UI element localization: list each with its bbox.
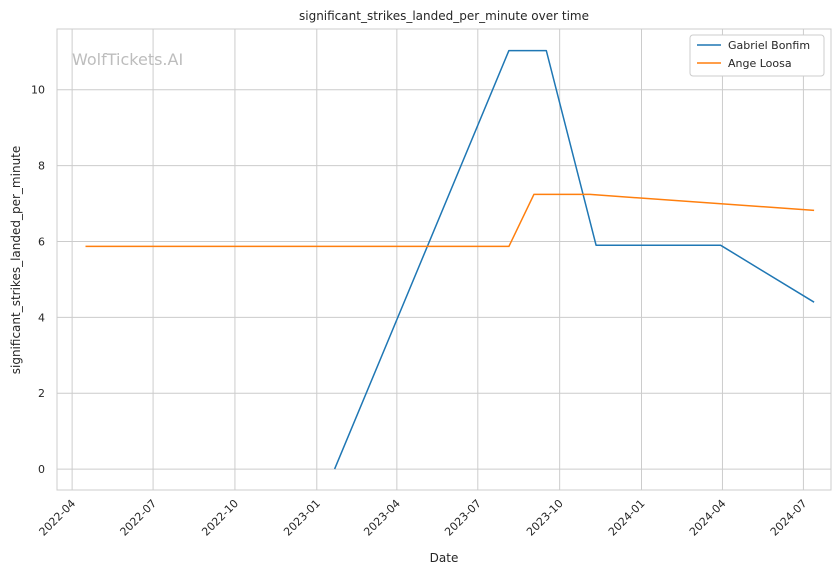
legend-box [689,34,825,77]
grid-lines [57,29,831,490]
x-tick-label: 2023-07 [442,497,484,539]
legend: Gabriel Bonfim Ange Loosa [689,34,825,77]
series-line-gabriel-bonfim [333,49,815,470]
chart-title: significant_strikes_landed_per_minute ov… [299,9,589,23]
x-tick-label: 2024-01 [606,497,648,539]
x-tick-label: 2022-04 [37,497,79,539]
watermark: WolfTickets.AI [72,50,183,69]
x-tick-labels: 2022-04 2022-07 2022-10 2023-01 2023-04 2023-… [37,497,810,539]
y-tick-label: 4 [38,311,45,324]
x-tick-label: 2024-04 [687,497,729,539]
x-tick-label: 2022-10 [199,497,241,539]
x-tick-label: 2023-10 [524,497,566,539]
x-tick-label: 2023-01 [281,497,323,539]
y-tick-label: 8 [38,160,45,173]
y-axis-label: significant_strikes_landed_per_minute [9,146,23,375]
legend-label-gabriel-bonfim: Gabriel Bonfim [728,39,810,52]
series-layer [85,49,815,470]
x-tick-label: 2022-07 [118,497,160,539]
legend-label-ange-loosa: Ange Loosa [728,57,792,70]
y-tick-label: 6 [38,235,45,248]
y-tick-label: 0 [38,463,45,476]
x-tick-label: 2023-04 [361,497,403,539]
series-line-ange-loosa [85,193,815,248]
x-tick-label: 2024-07 [768,497,810,539]
y-tick-label: 2 [38,387,45,400]
x-axis-label: Date [430,551,459,565]
plot-area [56,28,832,491]
y-tick-label: 10 [31,84,45,97]
y-tick-labels: 0 2 4 6 8 10 [31,84,45,476]
